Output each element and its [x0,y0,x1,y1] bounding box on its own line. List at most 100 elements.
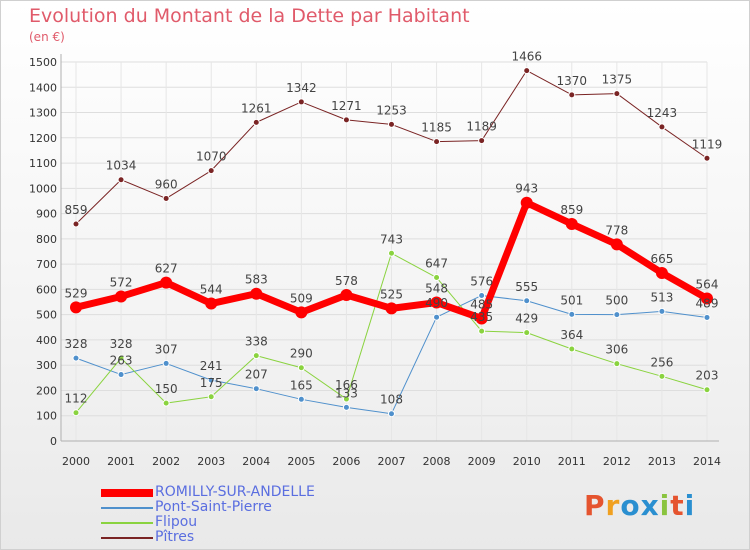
y-tick-label: 1100 [29,157,57,170]
x-tick-label: 2001 [107,455,135,468]
data-label: 500 [605,294,628,308]
x-tick-label: 2002 [152,455,180,468]
x-tick-label: 2010 [513,455,541,468]
data-label: 328 [110,337,133,351]
data-point [478,137,486,145]
data-label: 112 [65,392,88,406]
data-point [162,359,170,367]
legend-label: Flipou [155,514,198,530]
data-label: 578 [335,274,358,288]
proxiti-logo: Proxiti [584,489,695,522]
data-label: 859 [65,203,88,217]
data-point [297,98,305,106]
x-tick-label: 2007 [378,455,406,468]
data-point [117,371,125,379]
data-point [433,313,441,321]
data-point [478,327,486,335]
data-label: 960 [155,177,178,191]
data-point [478,291,486,299]
data-label: 548 [425,282,448,296]
y-tick-label: 1500 [29,56,57,69]
data-point [523,329,531,337]
data-point [388,410,395,418]
logo-letter: P [584,489,606,522]
data-label: 1189 [466,120,497,134]
y-tick-label: 900 [36,208,57,221]
data-point [295,306,308,319]
data-label: 1185 [421,121,452,135]
data-label: 665 [650,252,673,266]
chart-title: Evolution du Montant de la Dette par Hab… [29,5,470,27]
data-label: 150 [155,382,178,396]
logo-letter: x [640,489,660,522]
data-label: 544 [200,283,223,297]
data-label: 175 [200,376,223,390]
legend-label: Pont-Saint-Pierre [155,499,272,515]
data-label: 1253 [376,103,407,117]
data-point [701,292,713,305]
y-tick-label: 0 [50,435,57,448]
data-point [385,302,398,315]
data-label: 207 [245,368,268,382]
x-tick-label: 2009 [468,455,496,468]
data-point [252,385,260,393]
y-tick-label: 1000 [29,182,57,195]
data-point [342,395,350,403]
data-label: 555 [515,280,538,294]
x-tick-label: 2014 [693,455,721,468]
data-label: 290 [290,347,313,361]
x-tick-label: 2005 [287,455,315,468]
x-tick-label: 2008 [423,455,451,468]
data-point [70,301,82,314]
data-point [610,238,623,251]
chart-subtitle: (en €) [29,30,65,44]
data-label: 1243 [647,106,678,120]
y-tick-label: 800 [36,233,57,246]
data-label: 1261 [241,101,272,115]
data-point [297,364,305,372]
data-point [568,91,576,99]
data-label: 1375 [602,73,633,87]
data-point [703,154,711,162]
data-point [162,399,170,407]
data-label: 1070 [196,150,227,164]
data-label: 203 [696,369,719,383]
data-point [115,290,128,303]
data-label: 1342 [286,81,317,95]
data-label: 485 [470,297,493,311]
data-point [655,266,668,279]
data-point [340,288,353,301]
data-point [568,310,576,318]
data-point [117,354,125,362]
data-point [658,372,666,380]
y-tick-label: 1400 [29,81,57,94]
logo-letter: o [620,489,641,522]
data-point [658,307,666,315]
data-point [207,376,215,384]
data-label: 576 [470,274,493,288]
y-tick-label: 1200 [29,132,57,145]
y-tick-label: 400 [36,334,57,347]
data-label: 165 [290,378,313,392]
data-point [205,297,218,310]
data-label: 133 [335,386,358,400]
logo-letter: i [684,489,696,522]
y-tick-label: 300 [36,359,57,372]
data-point [342,116,350,124]
data-point [342,403,350,411]
data-label: 778 [605,223,628,237]
data-label: 108 [380,393,403,407]
x-tick-label: 2006 [332,455,360,468]
x-tick-label: 2011 [558,455,586,468]
data-label: 525 [380,287,403,301]
data-label: 647 [425,257,448,271]
data-point [252,118,260,126]
y-tick-label: 700 [36,258,57,271]
data-point [523,297,531,305]
data-label: 564 [696,277,719,291]
y-tick-label: 500 [36,309,57,322]
data-label: 256 [650,355,673,369]
x-tick-label: 2000 [62,455,90,468]
